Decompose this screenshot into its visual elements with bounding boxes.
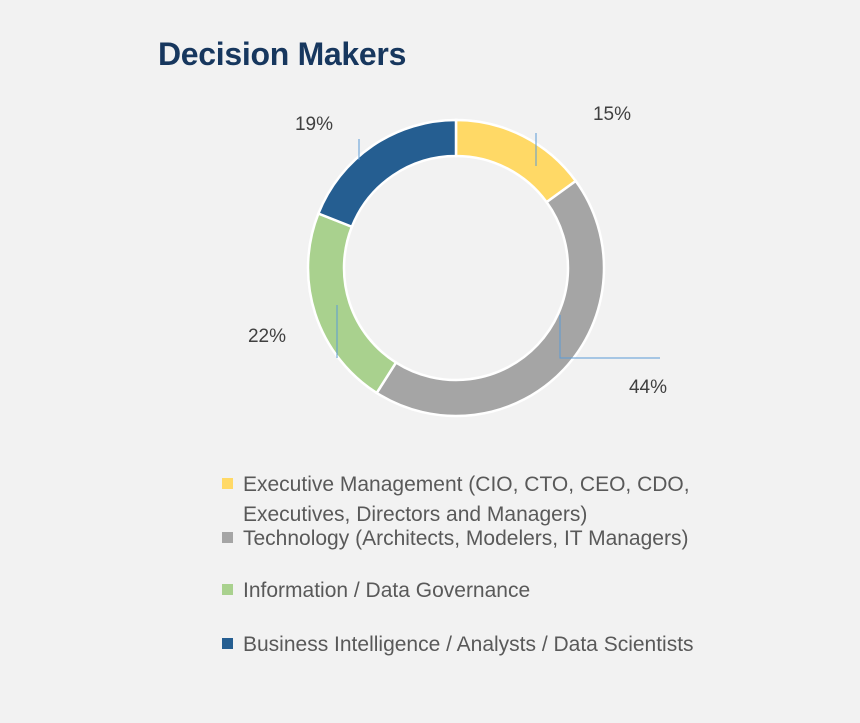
legend-item-3: Information / Data Governance [222,576,723,606]
legend-swatch [222,478,233,489]
legend-item-4: Business Intelligence / Analysts / Data … [222,630,723,660]
donut-slice-4 [316,118,458,229]
legend-item-2: Technology (Architects, Modelers, IT Man… [222,524,723,554]
data-label-4: 19% [295,114,333,135]
donut-slice-3 [306,211,398,395]
legend-swatch [222,638,233,649]
data-label-1: 15% [593,104,631,125]
legend-item-1: Executive Management (CIO, CTO, CEO, CDO… [222,470,723,530]
chart-title: Decision Makers [158,36,407,72]
donut-slice-2 [374,179,606,418]
donut-slice-1 [454,118,578,204]
data-label-3: 22% [248,326,286,347]
legend-label: Technology (Architects, Modelers, IT Man… [243,527,689,550]
data-label-2: 44% [629,377,667,398]
leader-line-2 [559,315,660,359]
legend-swatch [222,584,233,595]
legend-swatch [222,532,233,543]
legend-label: Business Intelligence / Analysts / Data … [243,633,694,656]
legend-label: Information / Data Governance [243,579,531,602]
legend-label: Executive Management (CIO, CTO, CEO, CDO… [243,473,690,526]
